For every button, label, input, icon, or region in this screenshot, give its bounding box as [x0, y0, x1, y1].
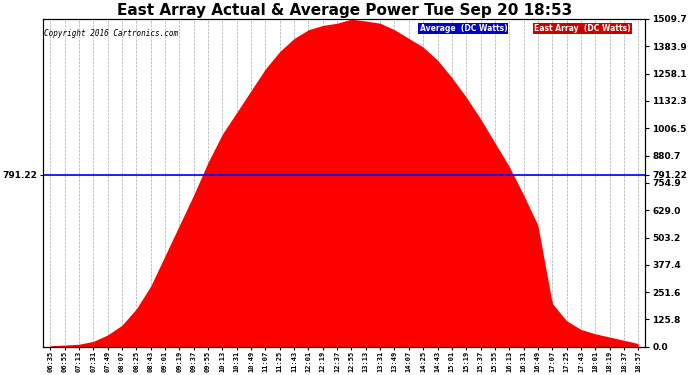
Text: Copyright 2016 Cartronics.com: Copyright 2016 Cartronics.com: [44, 29, 179, 38]
Title: East Array Actual & Average Power Tue Sep 20 18:53: East Array Actual & Average Power Tue Se…: [117, 3, 572, 18]
Text: Average  (DC Watts): Average (DC Watts): [420, 24, 507, 33]
Text: East Array  (DC Watts): East Array (DC Watts): [534, 24, 631, 33]
